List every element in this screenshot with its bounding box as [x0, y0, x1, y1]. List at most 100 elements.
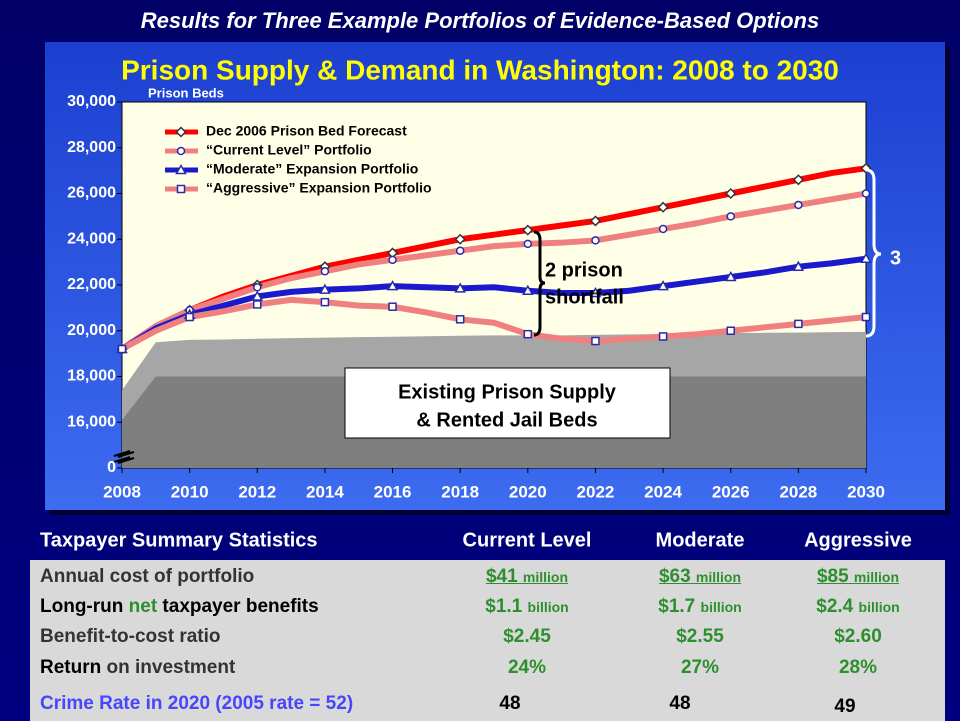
- point: [455, 315, 465, 324]
- point: [253, 300, 262, 309]
- legend-label: “Moderate” Expansion Portfolio: [206, 161, 418, 177]
- cell: $2.55: [676, 626, 724, 647]
- label-text: net: [128, 596, 158, 617]
- point: [319, 283, 331, 294]
- label-text: Crime Rate in 2020 (2005 rate = 52): [40, 693, 354, 714]
- y-tick-label: 18,000: [67, 368, 116, 385]
- unit: billion: [858, 599, 900, 615]
- point: [724, 270, 737, 282]
- y-axis-label: Prison Beds: [148, 85, 224, 100]
- series-line: [120, 255, 867, 352]
- point: [860, 252, 872, 263]
- shortfall-label: shortfall: [545, 286, 624, 308]
- y-tick-label: 20,000: [67, 322, 116, 339]
- y-tick-label: 30,000: [67, 93, 116, 110]
- label-text: Long-run: [40, 596, 129, 617]
- point: [175, 126, 187, 138]
- point: [725, 187, 737, 200]
- shortfall-label: 2 prison: [545, 259, 623, 281]
- point: [176, 146, 186, 156]
- row-label: Return on investment: [40, 657, 235, 679]
- point: [861, 312, 871, 322]
- y-tick-label: 24,000: [67, 230, 116, 247]
- row-label: Crime Rate in 2020 (2005 rate = 52): [40, 693, 353, 715]
- legend-label: Dec 2006 Prison Bed Forecast: [206, 123, 407, 139]
- cell: $2.4 billion: [816, 596, 899, 618]
- point: [320, 267, 330, 276]
- y-tick-label: 0: [107, 459, 116, 476]
- cell: $1.7 billion: [658, 596, 741, 618]
- cell: 24%: [507, 657, 547, 678]
- unit: million: [695, 569, 742, 585]
- cell: 27%: [680, 657, 720, 678]
- x-tick-label: 2010: [171, 482, 209, 501]
- row-label: Long-run net taxpayer benefits: [40, 596, 319, 618]
- label-text: Annual cost of portfolio: [40, 566, 255, 587]
- x-tick-label: 2016: [374, 482, 412, 501]
- series-line: [120, 190, 867, 352]
- point: [658, 224, 668, 234]
- point: [658, 332, 668, 341]
- column-header: Aggressive: [804, 529, 912, 552]
- unit: billion: [700, 599, 742, 615]
- unit: million: [522, 569, 569, 585]
- label-text: on investment: [101, 657, 236, 678]
- cell: $1.1 billion: [485, 596, 568, 618]
- column-header: Taxpayer Summary Statistics: [40, 529, 318, 552]
- axis-break: [113, 450, 135, 464]
- point: [176, 184, 186, 194]
- y-tick-label: 22,000: [67, 276, 116, 293]
- x-tick-label: 2014: [306, 482, 344, 501]
- point: [589, 215, 602, 227]
- point: [726, 326, 735, 335]
- point: [523, 329, 533, 339]
- point: [522, 224, 534, 236]
- point: [185, 312, 194, 322]
- label-text: Benefit-to-cost ratio: [40, 626, 221, 647]
- point: [726, 212, 735, 221]
- point: [320, 297, 330, 307]
- cell: $63 million: [659, 566, 741, 588]
- series-line: [120, 296, 867, 352]
- cell: 48: [669, 693, 691, 714]
- label-text: taxpayer benefits: [157, 596, 319, 617]
- legend-label: “Aggressive” Expansion Portfolio: [206, 180, 432, 196]
- shortfall-brace: [533, 230, 546, 337]
- point: [794, 319, 803, 329]
- row-label: Annual cost of portfolio: [40, 566, 254, 588]
- amount: $2.4: [816, 596, 854, 617]
- x-tick-label: 2028: [779, 482, 817, 501]
- point: [454, 282, 466, 293]
- cell: 48: [499, 693, 521, 714]
- chart-title: Prison Supply & Demand in Washington: 20…: [121, 54, 839, 85]
- x-tick-label: 2024: [644, 482, 682, 501]
- cell: $2.45: [503, 626, 551, 647]
- unit: billion: [527, 599, 569, 615]
- point: [657, 280, 669, 291]
- point: [794, 200, 803, 210]
- label-text: Return: [40, 657, 102, 678]
- point: [455, 246, 465, 255]
- column-header: Moderate: [655, 529, 745, 552]
- brace-label: 3: [890, 247, 901, 269]
- x-tick-label: 2018: [441, 482, 479, 501]
- supply-label: Existing Prison Supply: [398, 381, 617, 403]
- x-tick-label: 2022: [577, 482, 615, 501]
- point: [386, 280, 399, 291]
- cell: $85 million: [817, 566, 899, 588]
- y-tick-label: 16,000: [67, 413, 116, 430]
- point: [792, 174, 804, 186]
- header: Results for Three Example Portfolios of …: [141, 8, 819, 33]
- cell: $2.60: [834, 626, 882, 647]
- legend-label: “Current Level” Portfolio: [206, 142, 372, 158]
- amount: $41: [485, 566, 518, 587]
- point: [522, 284, 534, 295]
- row-label: Benefit-to-cost ratio: [40, 626, 221, 648]
- x-tick-label: 2026: [712, 482, 750, 501]
- cell: $41 million: [486, 566, 568, 588]
- x-tick-label: 2020: [509, 482, 547, 501]
- point: [388, 255, 397, 265]
